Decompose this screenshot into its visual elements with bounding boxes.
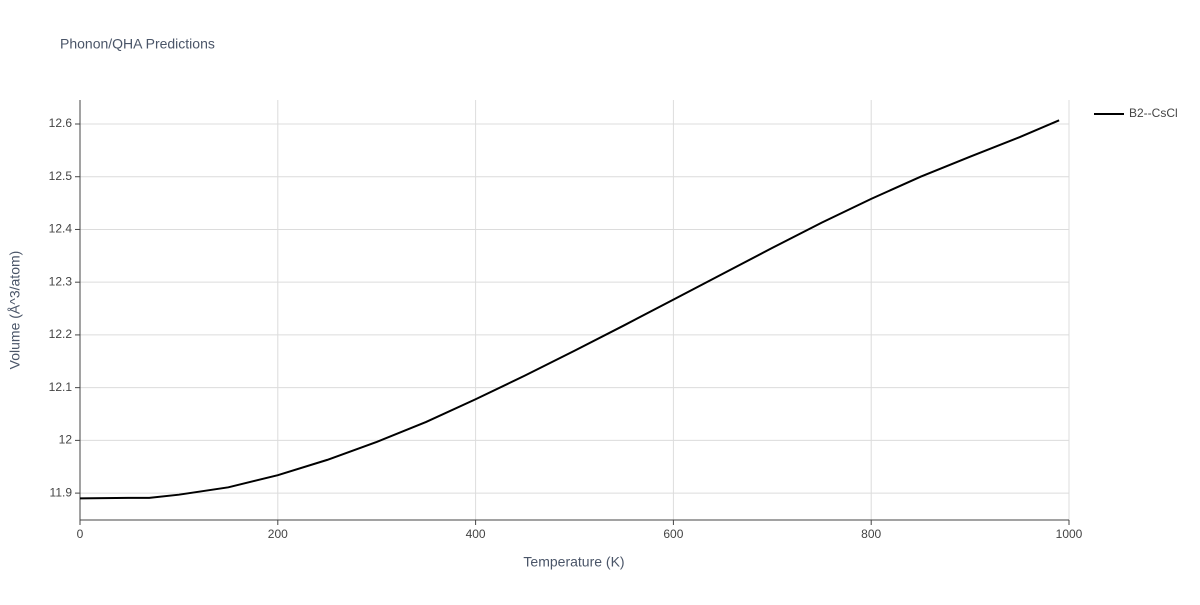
y-tick-label: 12.4	[49, 222, 73, 236]
y-tick-label: 12.5	[49, 169, 73, 183]
y-tick-label: 12.2	[49, 327, 73, 341]
legend-label: B2--CsCl	[1129, 106, 1178, 120]
x-tick-label: 400	[466, 527, 486, 541]
x-tick-label: 1000	[1056, 527, 1083, 541]
x-tick-label: 200	[268, 527, 288, 541]
x-tick-label: 0	[77, 527, 84, 541]
y-tick-label: 12	[59, 433, 73, 447]
chart-title: Phonon/QHA Predictions	[60, 36, 215, 52]
x-axis-label: Temperature (K)	[523, 554, 624, 570]
y-tick-label: 12.3	[49, 274, 73, 288]
y-tick-label: 12.6	[49, 116, 73, 130]
y-axis-label: Volume (Å^3/atom)	[7, 251, 23, 370]
x-tick-label: 800	[861, 527, 881, 541]
y-tick-label: 12.1	[49, 380, 73, 394]
data-line	[79, 119, 1060, 500]
x-tick-label: 600	[663, 527, 683, 541]
y-tick-label: 11.9	[50, 485, 73, 499]
